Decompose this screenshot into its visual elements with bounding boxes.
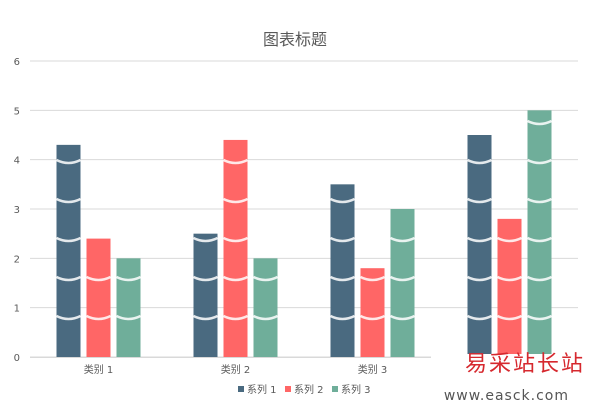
bar (85, 238, 112, 358)
bar-segment-line (389, 275, 416, 282)
bar-segment-line (526, 275, 553, 282)
bar-segment-line (526, 119, 553, 126)
bar (496, 218, 523, 358)
bar-segment-line (115, 275, 142, 282)
chart-title: 图表标题 (263, 30, 327, 49)
bar-segment-line (252, 314, 279, 321)
legend-label: 系列 2 (294, 383, 324, 396)
bar-segment-line (222, 236, 249, 243)
bar-body (86, 238, 111, 357)
bar-segment-line (466, 197, 493, 204)
bar-segment-line (85, 314, 112, 321)
bar-segment-line (526, 158, 553, 165)
bar (526, 110, 553, 358)
bar (55, 144, 82, 358)
y-tick-label: 1 (14, 304, 20, 315)
legend-swatch (285, 386, 291, 392)
bar-segment-line (526, 314, 553, 321)
bar-segment-line (466, 314, 493, 321)
bar-segment-line (359, 275, 386, 282)
x-tick-label: 类别 1 (84, 363, 114, 376)
x-tick-label: 类别 2 (221, 363, 251, 376)
bar-segment-line (55, 236, 82, 243)
bar-segment-line (496, 275, 523, 282)
bar-segment-line (496, 236, 523, 243)
bar-segment-line (222, 158, 249, 165)
x-tick-label: 类别 3 (358, 363, 388, 376)
y-tick-label: 4 (14, 156, 20, 167)
bar-segment-line (389, 236, 416, 243)
bar-body (116, 258, 141, 357)
y-tick-label: 0 (14, 353, 20, 364)
bar (466, 135, 493, 358)
bar-segment-line (329, 236, 356, 243)
watermark-background (431, 354, 591, 412)
bar-segment-line (222, 314, 249, 321)
bar (222, 139, 249, 358)
bar-body (56, 144, 81, 357)
bar (389, 209, 416, 358)
y-tick-label: 6 (14, 57, 20, 68)
bar-segment-line (55, 197, 82, 204)
bar-segment-line (389, 314, 416, 321)
bar-body (527, 110, 552, 357)
bar-segment-line (55, 158, 82, 165)
bar-segment-line (55, 275, 82, 282)
legend: 系列 1 系列 2 系列 3 (238, 383, 371, 396)
bar-segment-line (192, 275, 219, 282)
legend-label: 系列 3 (341, 383, 371, 396)
bar-body (390, 209, 415, 357)
bar-body (360, 268, 385, 357)
bar-segment-line (85, 275, 112, 282)
bar-body (193, 233, 218, 357)
bar-segment-line (55, 314, 82, 321)
bar-body (330, 184, 355, 357)
bar-segment-line (222, 275, 249, 282)
bar-segment-line (192, 236, 219, 243)
bar-segment-line (252, 275, 279, 282)
bar (329, 184, 356, 358)
watermark-url: www.easck.com (443, 388, 569, 404)
y-tick-label: 3 (14, 205, 20, 216)
legend-label: 系列 1 (247, 383, 277, 396)
bar-body (467, 135, 492, 357)
bar-segment-line (526, 236, 553, 243)
bar-segment-line (359, 314, 386, 321)
legend-swatch (332, 386, 338, 392)
y-tick-label: 5 (14, 106, 20, 117)
bar-segment-line (329, 314, 356, 321)
bar-segment-line (526, 197, 553, 204)
y-axis: 0 1 2 3 4 5 6 (14, 57, 20, 364)
bar-segment-line (192, 314, 219, 321)
bar-segment-line (329, 275, 356, 282)
bar-segment-line (466, 275, 493, 282)
bar-segment-line (115, 314, 142, 321)
watermark-logo: 易采站长站 (464, 352, 585, 377)
bar (359, 268, 386, 358)
bar-segment-line (466, 158, 493, 165)
bars (55, 110, 553, 358)
y-tick-label: 2 (14, 254, 20, 265)
legend-swatch (238, 386, 244, 392)
bar-body (223, 139, 248, 357)
bar-segment-line (222, 197, 249, 204)
bar (115, 258, 142, 358)
gridlines (30, 60, 578, 358)
bar-segment-line (496, 314, 523, 321)
bar-body (253, 258, 278, 357)
bar-segment-line (466, 236, 493, 243)
bar-segment-line (329, 197, 356, 204)
bar (192, 233, 219, 358)
bar (252, 258, 279, 358)
